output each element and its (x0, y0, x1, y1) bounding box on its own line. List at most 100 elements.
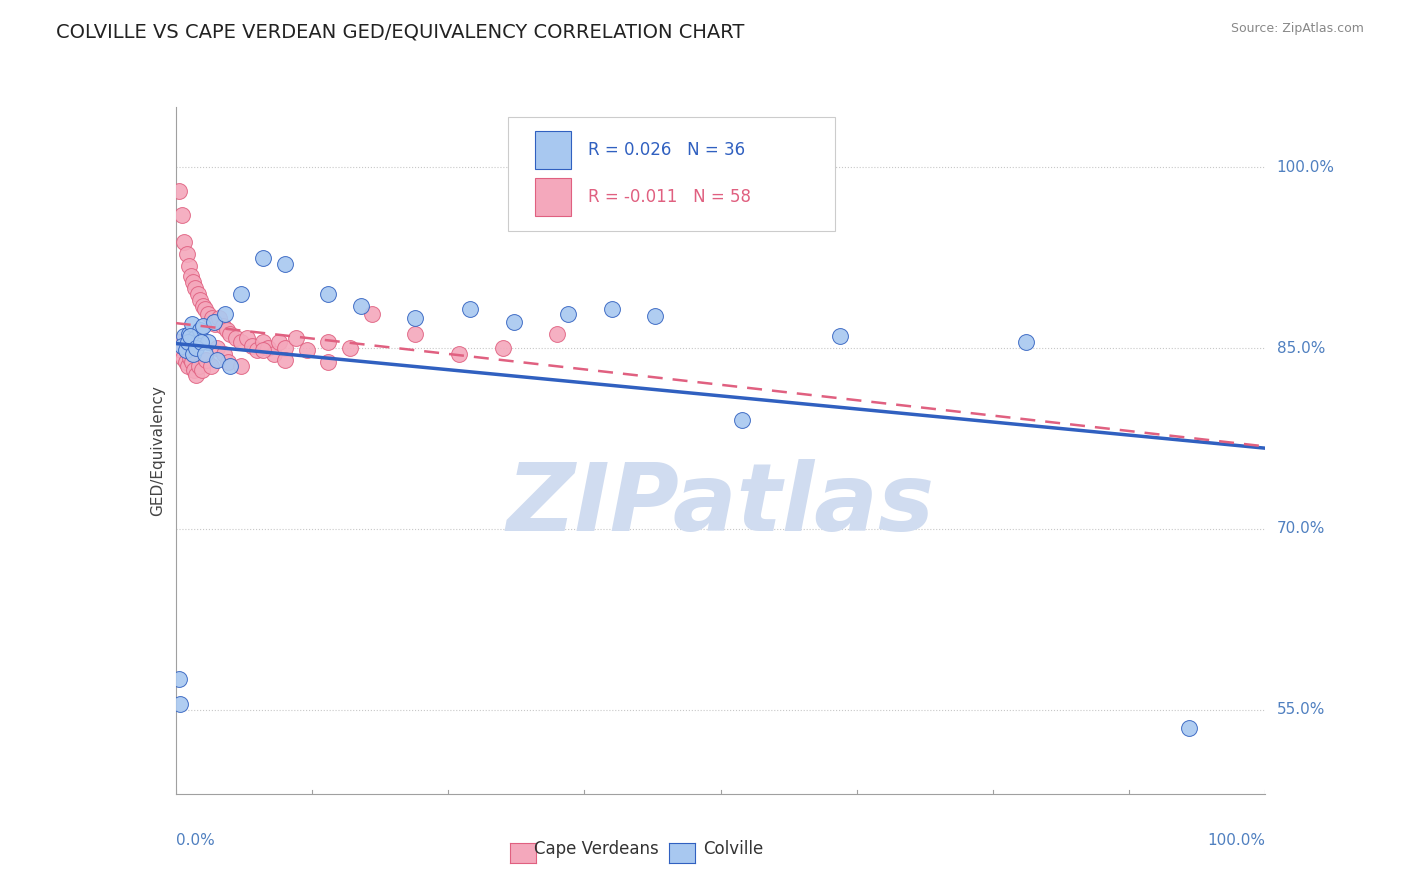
Y-axis label: GED/Equivalency: GED/Equivalency (149, 385, 165, 516)
Point (318, 355, 340, 369)
Point (181, 317, 204, 331)
Point (208, 310, 231, 325)
Point (170, 343, 193, 358)
Text: 85.0%: 85.0% (1277, 341, 1324, 356)
Point (405, 310, 427, 325)
Text: R = 0.026   N = 36: R = 0.026 N = 36 (588, 141, 745, 160)
Point (269, 334, 291, 349)
Point (177, 334, 200, 349)
Point (167, 673, 190, 687)
Point (546, 326, 568, 341)
Point (186, 341, 208, 355)
Point (219, 359, 242, 373)
Text: COLVILLE VS CAPE VERDEAN GED/EQUIVALENCY CORRELATION CHART: COLVILLE VS CAPE VERDEAN GED/EQUIVALENCY… (56, 22, 745, 41)
Point (360, 307, 382, 321)
Point (169, 697, 191, 711)
Text: Colville: Colville (703, 840, 763, 858)
Point (194, 347, 217, 361)
Point (211, 319, 233, 334)
Point (186, 286, 209, 301)
FancyBboxPatch shape (508, 118, 835, 231)
Point (187, 359, 209, 373)
Point (191, 362, 214, 376)
FancyBboxPatch shape (536, 178, 571, 216)
Point (177, 326, 200, 341)
Point (205, 341, 228, 355)
Point (246, 343, 269, 358)
Point (644, 309, 666, 323)
Text: 70.0%: 70.0% (1277, 521, 1324, 536)
Point (447, 347, 470, 361)
Point (557, 307, 579, 321)
Point (252, 334, 274, 349)
Point (339, 341, 361, 355)
Point (174, 343, 197, 358)
Point (205, 353, 228, 368)
Point (179, 351, 201, 365)
Point (173, 329, 195, 343)
Point (201, 310, 224, 325)
Text: R = -0.011   N = 58: R = -0.011 N = 58 (588, 188, 751, 206)
Point (284, 331, 307, 345)
Point (202, 314, 225, 328)
Point (219, 326, 242, 341)
Point (191, 299, 214, 313)
Point (200, 359, 222, 373)
Point (188, 293, 211, 307)
Point (183, 362, 205, 376)
Point (181, 355, 204, 369)
Point (173, 235, 195, 249)
Point (190, 334, 212, 349)
Point (172, 209, 194, 223)
Point (263, 347, 285, 361)
Point (252, 343, 274, 358)
Point (600, 302, 623, 317)
Point (492, 341, 515, 355)
Point (295, 343, 318, 358)
Point (180, 268, 202, 283)
Point (212, 347, 235, 361)
Point (225, 331, 247, 345)
Text: Cape Verdeans: Cape Verdeans (534, 840, 659, 858)
Text: 0.0%: 0.0% (176, 833, 215, 847)
Text: 55.0%: 55.0% (1277, 702, 1324, 717)
Point (215, 323, 238, 337)
Point (830, 329, 852, 343)
Point (184, 281, 207, 295)
Point (195, 353, 218, 368)
Point (179, 329, 201, 343)
Point (167, 334, 190, 349)
Point (458, 302, 481, 317)
Point (194, 302, 217, 317)
Point (176, 247, 198, 261)
Point (217, 355, 239, 369)
Point (235, 331, 257, 345)
Point (191, 319, 214, 334)
Point (167, 185, 190, 199)
Point (318, 286, 340, 301)
Point (184, 331, 207, 345)
Point (214, 307, 236, 321)
Point (172, 351, 194, 365)
Point (231, 286, 253, 301)
Point (252, 251, 274, 265)
Point (1015, 334, 1038, 349)
Point (350, 299, 373, 313)
Point (318, 334, 340, 349)
Point (177, 259, 200, 273)
Point (177, 359, 200, 373)
Point (231, 334, 253, 349)
Text: 100.0%: 100.0% (1208, 833, 1265, 847)
Point (502, 314, 524, 328)
Point (197, 334, 219, 349)
Point (174, 355, 197, 369)
Point (186, 368, 208, 382)
Point (257, 341, 280, 355)
Point (172, 338, 194, 352)
FancyBboxPatch shape (536, 131, 571, 169)
Point (274, 353, 297, 368)
Point (181, 347, 204, 361)
Point (405, 326, 427, 341)
Text: 100.0%: 100.0% (1277, 160, 1334, 175)
Point (731, 413, 754, 427)
